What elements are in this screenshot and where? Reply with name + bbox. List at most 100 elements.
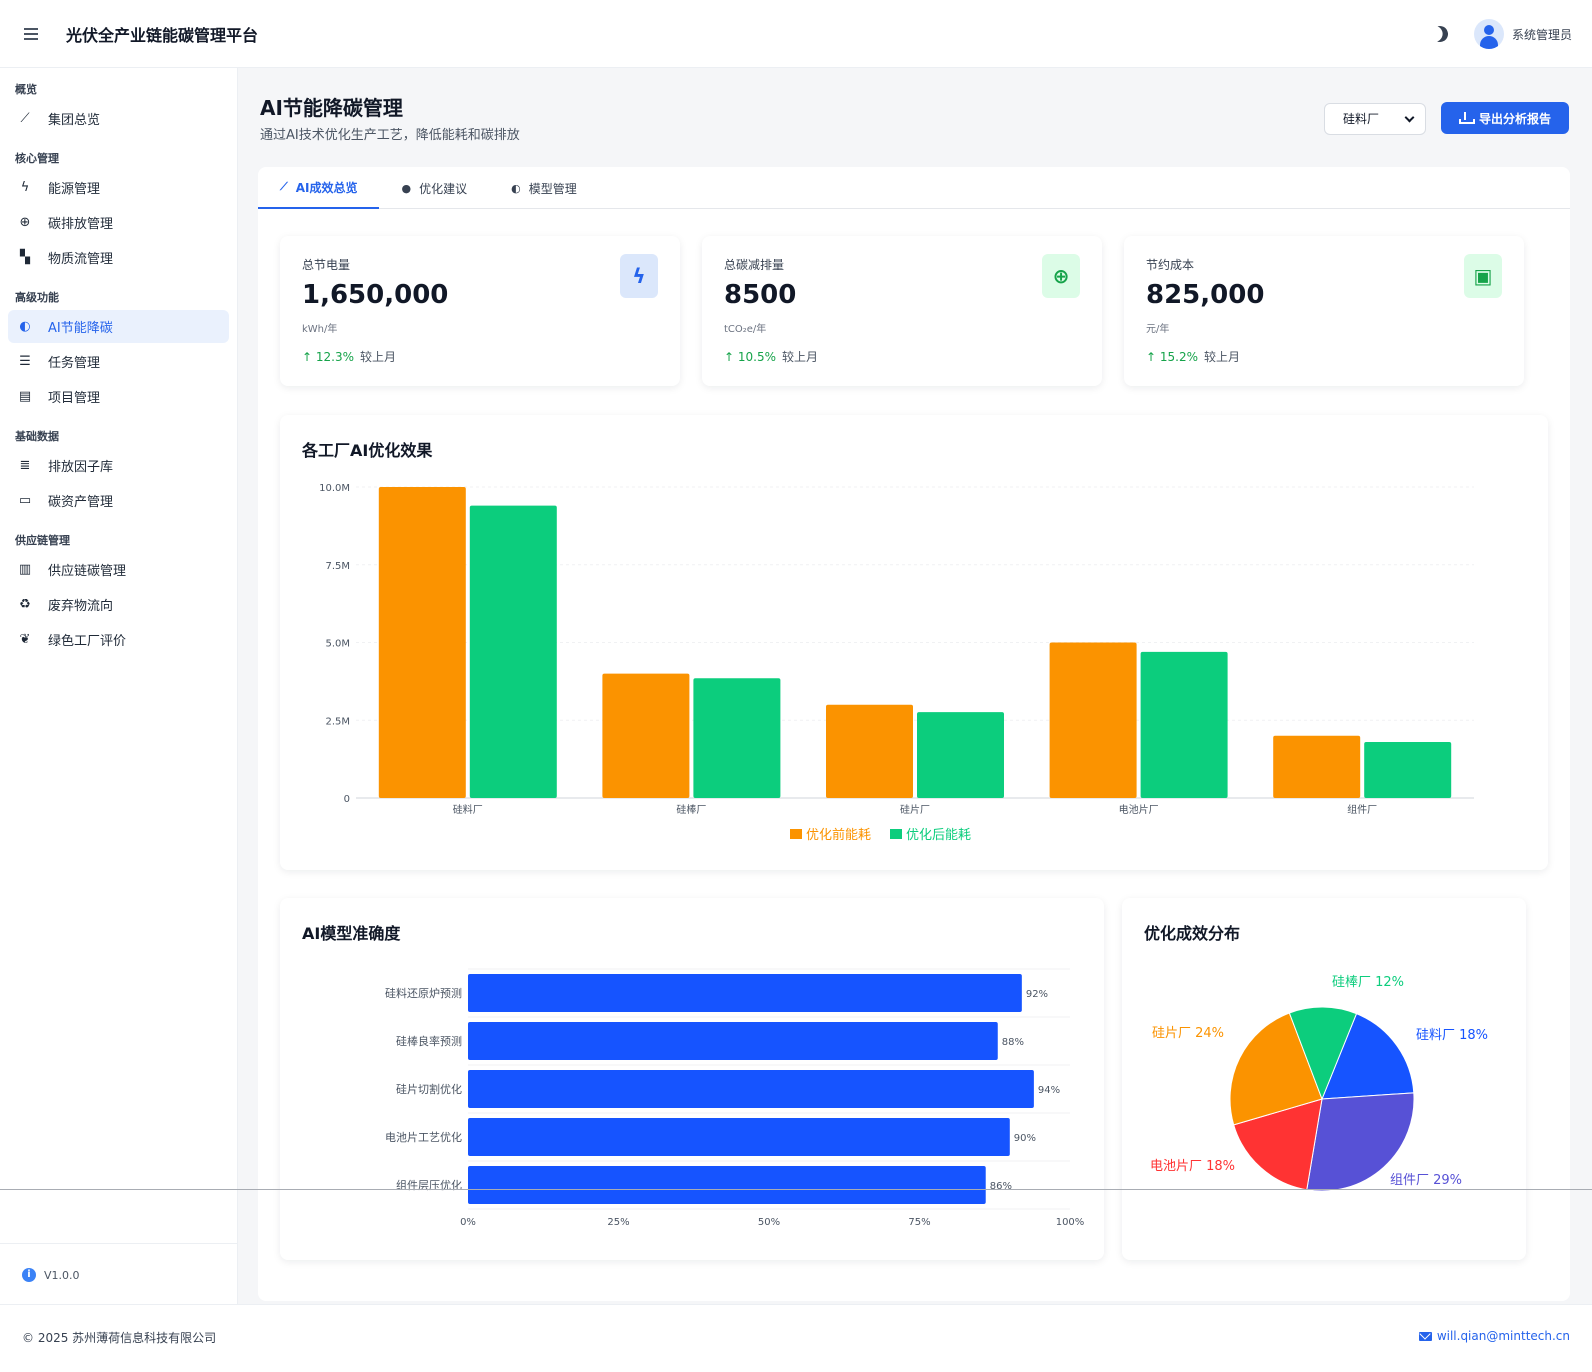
- kpi-value: 1,650,000: [302, 280, 449, 310]
- bar[interactable]: [468, 1022, 998, 1060]
- y-tick-label: 7.5M: [325, 561, 350, 572]
- model-accuracy-chart: 0% 25% 50% 75% 100% 硅料还原炉预测 92% 硅棒良率预测 88% 硅片切割优化…: [385, 968, 1084, 1228]
- y-tick-label: 2.5M: [325, 716, 350, 727]
- sidebar-item[interactable]: ≣ 排放因子库: [8, 449, 229, 482]
- sidebar-item[interactable]: ▥ 供应链碳管理: [8, 553, 229, 586]
- legend-swatch: [790, 829, 802, 839]
- avatar[interactable]: [1473, 19, 1504, 49]
- leaf-icon: ❦: [19, 632, 31, 647]
- sidebar-item[interactable]: ⟋ 集团总览: [8, 102, 229, 135]
- bar[interactable]: [693, 678, 781, 798]
- kpi-unit: kWh/年: [302, 324, 338, 335]
- model-accuracy-chart-card: AI模型准确度 0% 25% 50% 75% 100% 硅料还原炉预测 92% 硅棒良率预测 8…: [280, 898, 1104, 1260]
- sidebar-item[interactable]: ▤ 项目管理: [8, 380, 229, 413]
- kpi-compare: 较上月: [360, 350, 397, 364]
- x-tick-label: 硅棒厂: [676, 803, 706, 816]
- sidebar-item-label: 供应链碳管理: [48, 564, 127, 579]
- app-title: 光伏全产业链能碳管理平台: [66, 25, 259, 45]
- user-name[interactable]: 系统管理员: [1511, 27, 1572, 42]
- bar[interactable]: [468, 1118, 1010, 1156]
- footer: © 2025 苏州薄荷信息科技有限公司 will.qian@minttech.c…: [0, 1304, 1592, 1372]
- content-panel: ⟋ AI成效总览 ● 优化建议 ◐ 模型管理 总节电量 1,650,000 kWh/年 ↑ 12…: [258, 167, 1570, 1301]
- tab-label: AI成效总览: [295, 180, 358, 195]
- slice-label: 硅棒厂 12%: [1332, 975, 1404, 990]
- download-icon: [1458, 112, 1475, 124]
- sidebar-item[interactable]: ϟ 能源管理: [8, 171, 229, 204]
- kpi-change: ↑ 15.2%: [1146, 350, 1198, 364]
- bar[interactable]: [1049, 642, 1137, 799]
- sidebar-item[interactable]: ◐ AI节能降碳: [8, 310, 229, 343]
- pie-slice[interactable]: [1229, 1012, 1323, 1126]
- y-tick-label: 硅片切割优化: [396, 1082, 462, 1096]
- bar[interactable]: [378, 487, 466, 798]
- legend-swatch: [890, 829, 902, 839]
- bar[interactable]: [602, 673, 690, 798]
- kpi-trend: ↑ 15.2% 较上月: [1146, 348, 1240, 365]
- sidebar-item-label: 能源管理: [48, 182, 101, 197]
- sidebar-item-label: 项目管理: [48, 391, 101, 406]
- bar[interactable]: [917, 712, 1004, 798]
- pie-slice[interactable]: [1306, 1092, 1415, 1192]
- sidebar-item[interactable]: ⊕ 碳排放管理: [8, 206, 229, 239]
- page-subtitle: 通过AI技术优化生产工艺，降低能耗和碳排放: [260, 128, 520, 143]
- data-label: 90%: [1014, 1133, 1036, 1144]
- export-report-button[interactable]: 导出分析报告: [1441, 102, 1569, 134]
- sidebar-item-label: 绿色工厂评价: [48, 634, 127, 649]
- sidebar-item-label: 碳资产管理: [48, 495, 114, 510]
- pie-slice[interactable]: [1233, 1098, 1323, 1191]
- sidebar-item[interactable]: ▭ 碳资产管理: [8, 484, 229, 517]
- tab[interactable]: ● 优化建议: [379, 167, 489, 209]
- kpi-card: 节约成本 825,000 元/年 ↑ 15.2% 较上月 ▣: [1124, 236, 1524, 386]
- menu-icon[interactable]: [16, 19, 46, 49]
- bar[interactable]: [1273, 735, 1361, 798]
- nav-group-label: 基础数据: [15, 430, 59, 443]
- contact-email-link[interactable]: will.qian@minttech.cn: [1418, 1329, 1570, 1343]
- kpi-label: 节约成本: [1146, 258, 1195, 272]
- globe-icon: ⊕: [19, 215, 31, 230]
- sidebar-item-label: 碳排放管理: [48, 217, 114, 232]
- data-label: 88%: [1002, 1037, 1024, 1048]
- sidebar-item[interactable]: ♻ 废弃物流向: [8, 588, 229, 621]
- moon-icon[interactable]: [1430, 24, 1451, 45]
- optimization-distribution-card: 优化成效分布 硅料厂 18% 组件厂 29% 电池片厂 18% 硅片厂 24% 硅棒厂 …: [1122, 898, 1526, 1260]
- brain-icon: ◐: [19, 319, 31, 334]
- list-check-icon: ☰: [19, 354, 31, 369]
- bar[interactable]: [468, 1166, 986, 1204]
- bar[interactable]: [468, 1070, 1034, 1108]
- divider-line: [0, 1189, 1592, 1190]
- pie-slice[interactable]: [1288, 1006, 1358, 1101]
- factory-select[interactable]: 硅料厂: [1324, 103, 1426, 135]
- pie-slice[interactable]: [1321, 1013, 1415, 1100]
- bar[interactable]: [1140, 651, 1228, 798]
- data-label: 86%: [990, 1181, 1012, 1192]
- info-icon: i: [22, 1268, 36, 1282]
- export-report-label: 导出分析报告: [1478, 111, 1551, 126]
- header-actions: 系统管理员: [1432, 0, 1572, 68]
- sidebar-item-label: 废弃物流向: [48, 599, 114, 614]
- kpi-unit: 元/年: [1146, 324, 1170, 335]
- sidebar-item[interactable]: ❦ 绿色工厂评价: [8, 623, 229, 656]
- slice-label: 硅料厂 18%: [1416, 1028, 1488, 1043]
- chart-line-icon: ⟋: [280, 180, 288, 193]
- slice-label: 组件厂 29%: [1390, 1173, 1462, 1188]
- kpi-card: 总碳减排量 8500 tCO₂e/年 ↑ 10.5% 较上月 ⊕: [702, 236, 1102, 386]
- kpi-unit: tCO₂e/年: [724, 324, 767, 335]
- sidebar-item[interactable]: ☰ 任务管理: [8, 345, 229, 378]
- accuracy-chart-title: AI模型准确度: [302, 924, 401, 943]
- bar[interactable]: [468, 974, 1022, 1012]
- sidebar-item[interactable]: ▚ 物质流管理: [8, 241, 229, 274]
- x-tick-label: 75%: [908, 1217, 930, 1228]
- tab[interactable]: ◐ 模型管理: [489, 167, 599, 209]
- recycle-icon: ♻: [19, 597, 31, 612]
- slice-label: 电池片厂 18%: [1150, 1159, 1235, 1174]
- data-label: 92%: [1026, 989, 1048, 1000]
- legend-label[interactable]: 优化前能耗: [806, 827, 871, 843]
- legend-label[interactable]: 优化后能耗: [906, 828, 971, 843]
- bar[interactable]: [469, 505, 557, 798]
- bar[interactable]: [1364, 742, 1452, 798]
- bar[interactable]: [826, 704, 913, 798]
- x-tick-label: 25%: [607, 1217, 629, 1228]
- tab[interactable]: ⟋ AI成效总览: [258, 167, 380, 209]
- file-icon: ▤: [18, 389, 32, 404]
